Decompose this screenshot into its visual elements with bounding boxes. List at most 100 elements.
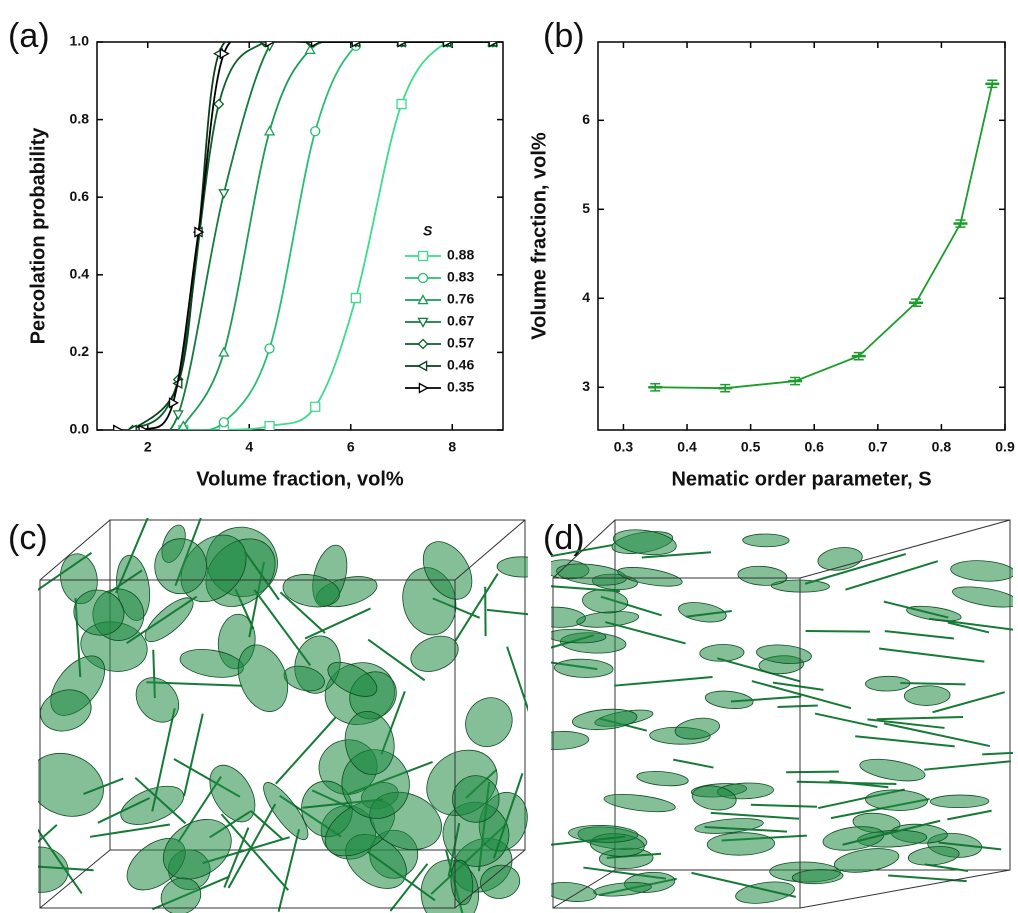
rod bbox=[730, 695, 802, 703]
legend-marker bbox=[417, 250, 429, 262]
panel-label: (c) bbox=[8, 519, 48, 557]
marker bbox=[113, 424, 124, 430]
rod bbox=[704, 825, 788, 833]
rod bbox=[134, 776, 187, 825]
rod bbox=[126, 595, 198, 644]
legend-label: 0.83 bbox=[447, 269, 474, 285]
x-tick-label: 4 bbox=[245, 439, 253, 455]
rod bbox=[605, 621, 686, 645]
rod bbox=[924, 863, 969, 873]
disk bbox=[603, 793, 676, 813]
y-tick-label: 5 bbox=[582, 200, 590, 216]
legend-marker bbox=[417, 294, 429, 305]
legend-label: 0.35 bbox=[447, 379, 474, 395]
cube-edge bbox=[614, 519, 1011, 871]
rod bbox=[842, 819, 941, 846]
disk bbox=[209, 764, 256, 823]
legend-title: S bbox=[423, 223, 433, 239]
disk bbox=[674, 717, 721, 740]
rod bbox=[932, 691, 1005, 714]
marker bbox=[177, 420, 189, 430]
rod bbox=[151, 707, 176, 812]
legend-label: 0.57 bbox=[447, 335, 474, 351]
y-axis-title: Volume fraction, vol% bbox=[528, 132, 550, 340]
y-tick-label: 4 bbox=[582, 289, 590, 305]
disk bbox=[551, 731, 590, 750]
rod bbox=[751, 680, 852, 710]
rod bbox=[750, 803, 818, 808]
disk bbox=[120, 785, 185, 825]
x-tick-label: 0.5 bbox=[741, 439, 761, 455]
disk bbox=[465, 697, 513, 747]
marker bbox=[350, 292, 361, 304]
disk bbox=[929, 794, 990, 809]
disk bbox=[450, 859, 474, 906]
disk bbox=[553, 658, 614, 678]
y-tick-label: 0.2 bbox=[70, 343, 90, 359]
rod bbox=[275, 716, 337, 785]
rod bbox=[38, 552, 93, 591]
disk bbox=[756, 644, 812, 664]
rod bbox=[845, 560, 939, 591]
marker bbox=[265, 42, 276, 48]
marker bbox=[138, 424, 149, 430]
y-tick-label: 3 bbox=[582, 378, 590, 394]
disk bbox=[865, 675, 911, 692]
rod bbox=[900, 681, 966, 686]
rod bbox=[447, 822, 461, 877]
marker bbox=[396, 98, 407, 110]
marker bbox=[442, 42, 454, 48]
marker bbox=[218, 189, 230, 200]
panel-label: (b) bbox=[543, 17, 585, 55]
y-tick-label: 1.0 bbox=[70, 33, 90, 49]
rod bbox=[772, 681, 824, 691]
rod bbox=[492, 773, 524, 859]
disk bbox=[571, 708, 638, 731]
rod bbox=[367, 638, 426, 682]
rod bbox=[883, 722, 991, 748]
panel-label: (a) bbox=[8, 17, 50, 55]
rod bbox=[673, 758, 714, 769]
disk bbox=[282, 574, 341, 608]
rod bbox=[183, 713, 204, 797]
rod bbox=[97, 797, 151, 824]
marker bbox=[219, 48, 230, 60]
marker bbox=[194, 226, 205, 238]
marker bbox=[263, 125, 276, 136]
legend-marker bbox=[417, 360, 428, 372]
disk bbox=[903, 685, 951, 706]
disk bbox=[593, 882, 652, 897]
disk bbox=[452, 775, 500, 823]
plot-area bbox=[648, 79, 1000, 393]
rod bbox=[883, 600, 949, 619]
rod bbox=[249, 809, 284, 840]
disk bbox=[568, 824, 639, 843]
disk bbox=[480, 864, 521, 899]
rod bbox=[814, 712, 878, 729]
legend-label: 0.76 bbox=[447, 291, 474, 307]
legend-label: 0.46 bbox=[447, 357, 474, 373]
rod bbox=[641, 551, 712, 559]
x-tick-label: 0.9 bbox=[995, 439, 1015, 455]
disk bbox=[422, 541, 473, 600]
legend-marker bbox=[417, 317, 429, 328]
disk bbox=[617, 567, 683, 587]
rendering bbox=[551, 519, 1013, 909]
rod bbox=[551, 585, 621, 593]
series-line bbox=[183, 42, 493, 430]
legend-marker bbox=[417, 338, 429, 350]
disk bbox=[551, 606, 586, 628]
disk bbox=[163, 819, 232, 880]
rod bbox=[884, 630, 955, 640]
rod bbox=[982, 751, 1013, 756]
disk bbox=[39, 689, 92, 732]
disk bbox=[551, 882, 597, 902]
series-line bbox=[655, 83, 994, 390]
disk bbox=[859, 758, 926, 782]
x-tick-label: 8 bbox=[448, 439, 456, 455]
x-axis-title: Nematic order parameter, S bbox=[671, 468, 931, 490]
marker bbox=[264, 420, 275, 430]
disk bbox=[344, 710, 395, 776]
y-tick-label: 0.6 bbox=[70, 188, 90, 204]
